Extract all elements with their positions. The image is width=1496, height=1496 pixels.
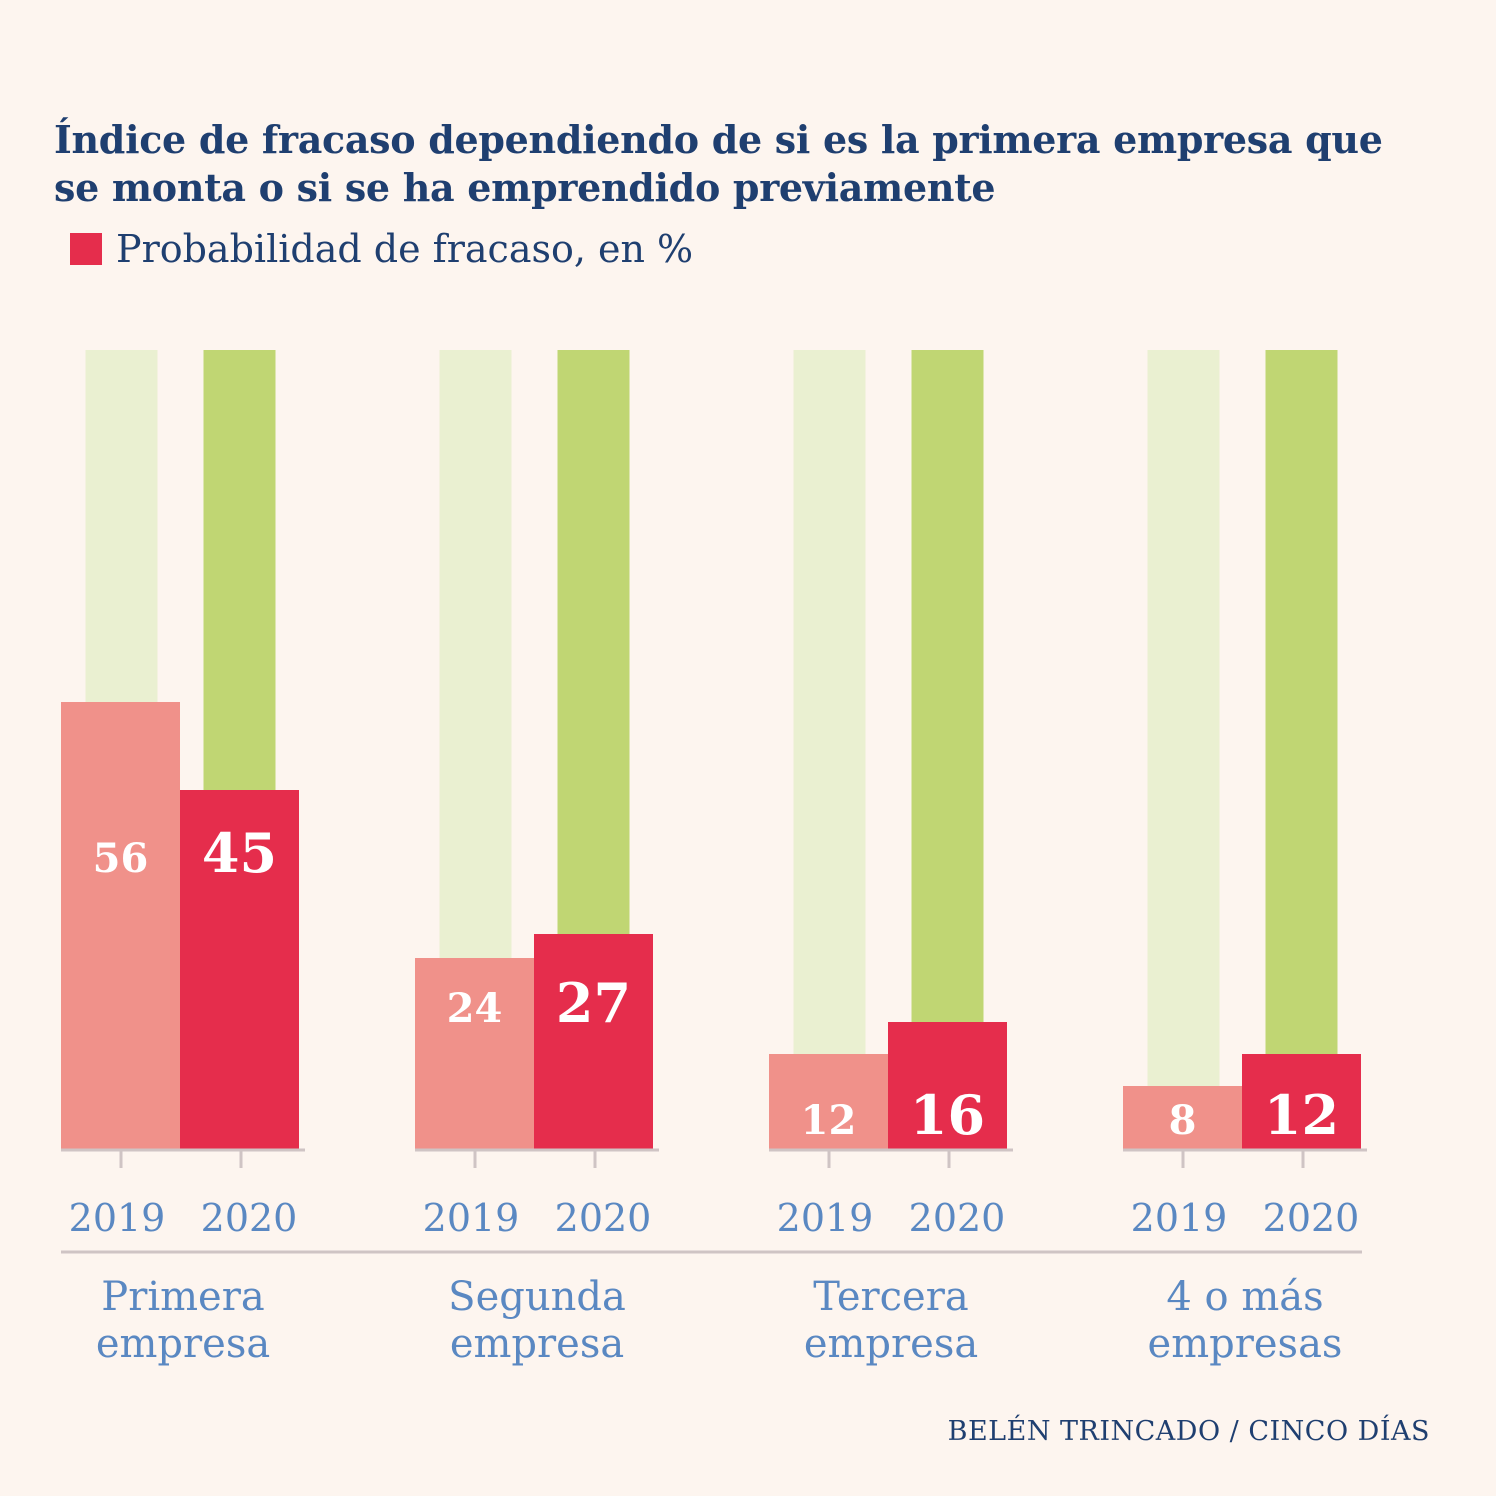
group-4-bg-2020 — [1265, 350, 1338, 1150]
group-2-category-label-line-1: Segunda — [448, 1274, 626, 1320]
group-3-category-label-line-2: empresa — [804, 1321, 978, 1367]
group-1-xlabel-2019: 2019 — [69, 1196, 166, 1240]
group-4-value-2020: 12 — [1264, 1083, 1339, 1147]
group-4-bar-2020 — [1242, 1054, 1361, 1150]
source-credit: BELÉN TRINCADO / CINCO DÍAS — [947, 1416, 1430, 1447]
group-3-category-label-line-1: Tercera — [813, 1274, 968, 1320]
group-4-bg-2019 — [1147, 350, 1220, 1150]
group-3-bar-2019 — [769, 1054, 888, 1150]
group-2-value-2019: 24 — [447, 985, 503, 1032]
group-4-xlabel-2019: 2019 — [1131, 1196, 1228, 1240]
legend-swatch — [70, 233, 102, 265]
group-1-value-2020: 45 — [202, 821, 277, 885]
group-4-category-label-line-2: empresas — [1148, 1321, 1343, 1367]
group-2-xlabel-2019: 2019 — [423, 1196, 520, 1240]
group-1-category-label-line-1: Primera — [101, 1274, 264, 1320]
group-3-value-2019: 12 — [801, 1097, 857, 1144]
group-3-bg-2019 — [793, 350, 866, 1150]
group-1-bar-2019 — [61, 702, 180, 1150]
group-2-bar-2019 — [415, 958, 534, 1150]
group-2-category-label-line-2: empresa — [450, 1321, 624, 1367]
group-3-bg-2020 — [911, 350, 984, 1150]
group-4-value-2019: 8 — [1169, 1097, 1197, 1144]
group-4-bar-2019 — [1123, 1086, 1242, 1150]
group-3-value-2020: 16 — [910, 1083, 985, 1147]
chart-title: Índice de fracaso dependiendo de si es l… — [54, 117, 1383, 210]
legend-label: Probabilidad de fracaso, en % — [116, 227, 694, 271]
group-3-xlabel-2019: 2019 — [777, 1196, 874, 1240]
group-2-xlabel-2020: 2020 — [555, 1196, 652, 1240]
group-1-xlabel-2020: 2020 — [201, 1196, 298, 1240]
group-3-bar-2020 — [888, 1022, 1007, 1150]
group-4-category-label-line-1: 4 o más — [1166, 1274, 1323, 1320]
group-2-bar-2020 — [534, 934, 653, 1150]
group-2-value-2020: 27 — [556, 971, 631, 1035]
legend: Probabilidad de fracaso, en % — [70, 226, 693, 272]
group-1-category-label-line-2: empresa — [96, 1321, 270, 1367]
group-3-xlabel-2020: 2020 — [909, 1196, 1006, 1240]
group-1-bar-2020 — [180, 790, 299, 1150]
group-1-value-2019: 56 — [93, 835, 149, 882]
group-4-xlabel-2020: 2020 — [1263, 1196, 1360, 1240]
